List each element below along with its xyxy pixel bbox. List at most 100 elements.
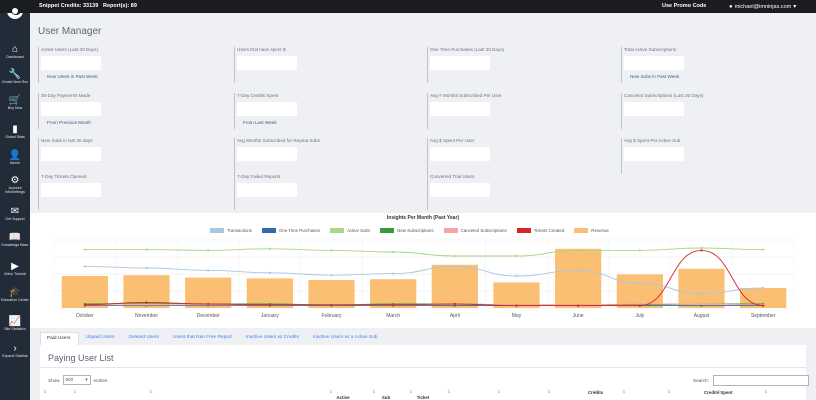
series-point [762, 286, 765, 290]
x-tick-label: March [386, 313, 400, 319]
column-header[interactable]: Ticket Count [416, 395, 430, 400]
sort-icon[interactable]: ⇅ [43, 389, 47, 394]
sidebar-item[interactable]: 🛒 Buy Now [0, 95, 30, 110]
sidebar-item[interactable]: ▶ Video Tutorial [0, 261, 30, 276]
series-point [700, 246, 703, 250]
series-point [145, 266, 148, 270]
legend-label: Active Subs [346, 228, 371, 233]
sidebar-item[interactable]: › Expand Sidebar [0, 343, 30, 358]
stat-label: Converted Trial Users [430, 174, 475, 179]
page-title: User Manager [38, 26, 102, 37]
series-point [268, 303, 271, 306]
series-point [330, 303, 333, 306]
stat-label: Users that have spent $ [237, 47, 286, 52]
stat-label: Avg $ Spent Per User [430, 138, 475, 143]
sidebar-item-label: Global Stats [5, 135, 25, 139]
credits-group-header: Credits [588, 390, 604, 395]
sort-icon[interactable]: ⇅ [372, 389, 376, 394]
legend-label: Transactions [227, 228, 252, 233]
stat-card: Avg $ Spent Per Active Sub [621, 138, 801, 174]
x-tick-label: February [321, 313, 342, 319]
sort-icon[interactable]: ⇅ [622, 389, 626, 394]
column-header[interactable]: Sub Length [381, 395, 391, 400]
legend-item: Tickets Created [516, 228, 564, 233]
series-point [392, 272, 395, 275]
sidebar-item-label: Get Support [5, 217, 25, 221]
sort-icon[interactable]: ⇅ [149, 389, 153, 394]
stat-value-box [41, 183, 101, 197]
stat-label: 7-Day Tickets Opened [41, 174, 87, 179]
chart-legend: Transactions One Time Purchases Active Sub… [210, 228, 609, 233]
sort-icon[interactable]: ⇅ [764, 389, 768, 394]
cart-icon: 🛒 [8, 95, 22, 106]
stat-card: Avg $ Spent Per User [427, 138, 607, 174]
sidebar-item[interactable]: ⚙ Account Info/Settings [0, 175, 30, 194]
line-chart-icon: 📈 [8, 316, 22, 327]
series-point [145, 301, 148, 304]
stat-value-box [41, 147, 101, 161]
sort-icon[interactable]: ⇅ [593, 389, 597, 394]
sort-icon[interactable]: ⇅ [497, 389, 501, 394]
page-size-value: 500 [65, 377, 74, 382]
book-icon: 📖 [8, 232, 22, 243]
series-point [453, 265, 456, 268]
sort-icon[interactable]: ⇅ [409, 389, 413, 394]
search-label: Search: [693, 378, 709, 383]
sidebar-item[interactable]: 🎓 Education Center [0, 287, 30, 302]
tab-unpaid-users[interactable]: Unpaid Users [85, 335, 115, 340]
stat-value-box [430, 56, 490, 70]
sidebar-item-label: Video Tutorial [4, 272, 26, 276]
tab-paid-users[interactable]: Paid Users [40, 332, 80, 345]
sidebar-item-label: Create New Run [1, 80, 29, 84]
tab-deleted-users[interactable]: Deleted Users [128, 335, 159, 340]
chevron-right-icon: › [13, 343, 17, 354]
stat-label: New Subs in last 30 days [41, 138, 93, 143]
stat-label: 30-Day Payments Made [41, 93, 91, 98]
sidebar-item[interactable]: 👤 Admin [0, 150, 30, 165]
series-point [700, 249, 703, 252]
user-menu[interactable]: ● michael@imninjas.com ▾ [729, 3, 797, 11]
sort-icon[interactable]: ⇅ [329, 389, 333, 394]
sidebar-item[interactable]: 📈 Site Statistics [0, 316, 30, 331]
series-line [84, 247, 764, 257]
series-point [83, 265, 86, 268]
x-tick-label: July [635, 313, 644, 319]
search-input[interactable] [712, 375, 809, 386]
sort-icon[interactable]: ⇅ [547, 389, 551, 394]
use-promo-code-link[interactable]: Use Promo Code [662, 3, 707, 9]
sidebar-item-label: Admin [9, 161, 21, 165]
revenue-bar [308, 280, 355, 308]
sidebar-item[interactable]: 🔧 Create New Run [0, 69, 30, 84]
series-point [145, 248, 148, 251]
stat-subtext: From Previous Month [47, 120, 91, 125]
series-point [638, 249, 641, 252]
sort-icon[interactable]: ⇅ [73, 389, 77, 394]
sidebar-item[interactable]: 📖 Knowledge Base [0, 232, 30, 247]
sort-icon[interactable]: ⇅ [717, 389, 721, 394]
stat-label: 7-Day Credits Spent [237, 93, 279, 98]
chevron-down-icon: ▾ [793, 4, 797, 10]
legend-label: Revenue [591, 228, 609, 233]
sidebar: ⌂ Dashboard 🔧 Create New Run 🛒 Buy Now ▮ Global… [0, 0, 30, 400]
column-header[interactable]: Active Subs [336, 395, 350, 400]
stat-card: Avg Months Subscribed for Repeat Subs [234, 138, 414, 174]
chevron-down-icon: ▾ [85, 377, 88, 382]
stat-card: Total Active Subscriptions New Subs in Pa… [621, 47, 801, 83]
tab-inactive-users-w-a-active-sub[interactable]: Inactive Users w/ a Active Sub [312, 335, 378, 340]
tab-inactive-users-w-credits[interactable]: Inactive Users w/ Credits [245, 335, 299, 340]
legend-swatch [210, 228, 224, 233]
stat-card: New Subs in last 30 days [38, 138, 218, 174]
sidebar-item-label: Account Info/Settings [5, 186, 25, 195]
stat-value-box [237, 147, 297, 161]
sort-icon[interactable]: ⇅ [447, 389, 451, 394]
sidebar-item[interactable]: ✉ Get Support [0, 206, 30, 221]
legend-swatch [443, 228, 458, 233]
stat-label: Active Users (Last 30 Days) [41, 47, 98, 52]
tab-users-that-ran-free-report[interactable]: Users that Ran Free Report [172, 335, 232, 340]
page-size-select[interactable]: 500 ▾ [62, 375, 91, 385]
sidebar-item[interactable]: ▮ Global Stats [0, 124, 30, 139]
bar-chart-icon: ▮ [12, 124, 18, 135]
credits-spent-group-header: Credits Spent [704, 390, 733, 395]
sort-icon[interactable]: ⇅ [667, 389, 671, 394]
sidebar-item[interactable]: ⌂ Dashboard [0, 44, 30, 59]
